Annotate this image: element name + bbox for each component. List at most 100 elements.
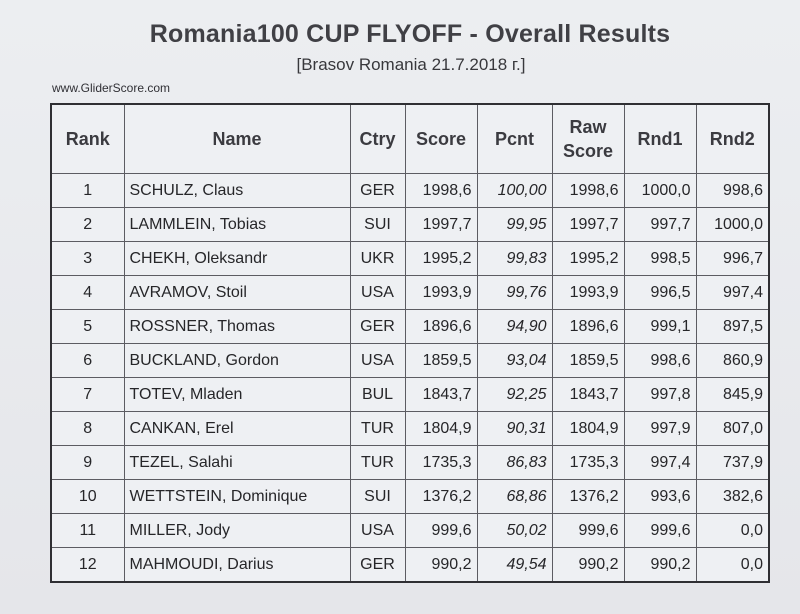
round1-cell: 999,6 bbox=[623, 513, 697, 548]
table-row: 11 MILLER, Jody USA 999,6 50,02 999,6 999,6 0,0 bbox=[50, 513, 770, 548]
name-cell: CHEKH, Oleksandr bbox=[123, 241, 351, 276]
round1-cell: 998,5 bbox=[623, 241, 697, 276]
column-header-pcnt: Pcnt bbox=[476, 103, 553, 174]
round2-cell: 860,9 bbox=[695, 343, 770, 378]
rank-cell: 5 bbox=[50, 309, 125, 344]
rank-cell: 2 bbox=[50, 207, 125, 242]
round2-cell: 998,6 bbox=[695, 173, 770, 208]
rank-cell: 10 bbox=[50, 479, 125, 514]
country-cell: TUR bbox=[349, 445, 406, 480]
percent-cell: 93,04 bbox=[476, 343, 553, 378]
name-cell: ROSSNER, Thomas bbox=[123, 309, 351, 344]
name-cell: BUCKLAND, Gordon bbox=[123, 343, 351, 378]
raw-score-cell: 999,6 bbox=[551, 513, 625, 548]
name-cell: MILLER, Jody bbox=[123, 513, 351, 548]
table-row: 12 MAHMOUDI, Darius GER 990,2 49,54 990,2 990,… bbox=[50, 547, 770, 583]
event-subtitle: [Brasov Romania 21.7.2018 г.] bbox=[296, 55, 526, 74]
score-cell: 1376,2 bbox=[404, 479, 478, 514]
country-cell: UKR bbox=[349, 241, 406, 276]
table-header-row: Rank Name Ctry Score Pcnt Raw Score Rnd1 … bbox=[50, 103, 770, 174]
rank-cell: 3 bbox=[50, 241, 125, 276]
country-cell: GER bbox=[349, 173, 406, 208]
table-row: 4 AVRAMOV, Stoil USA 1993,9 99,76 1993,9 996,5… bbox=[50, 275, 770, 310]
column-header-ctry: Ctry bbox=[349, 103, 406, 174]
raw-score-cell: 1995,2 bbox=[551, 241, 625, 276]
round2-cell: 997,4 bbox=[695, 275, 770, 310]
score-cell: 1993,9 bbox=[404, 275, 478, 310]
score-cell: 1995,2 bbox=[404, 241, 478, 276]
round2-cell: 1000,0 bbox=[695, 207, 770, 242]
percent-cell: 50,02 bbox=[476, 513, 553, 548]
percent-cell: 99,95 bbox=[476, 207, 553, 242]
raw-score-cell: 1859,5 bbox=[551, 343, 625, 378]
table-row: 2 LAMMLEIN, Tobias SUI 1997,7 99,95 1997,7 997… bbox=[50, 207, 770, 242]
table-row: 3 CHEKH, Oleksandr UKR 1995,2 99,83 1995,2 998… bbox=[50, 241, 770, 276]
column-header-raw-score: Raw Score bbox=[551, 103, 625, 174]
page-title: Romania100 CUP FLYOFF - Overall Results bbox=[149, 20, 671, 48]
column-header-name: Name bbox=[123, 103, 351, 174]
round1-cell: 993,6 bbox=[623, 479, 697, 514]
percent-cell: 68,86 bbox=[476, 479, 553, 514]
country-cell: TUR bbox=[349, 411, 406, 446]
round2-cell: 897,5 bbox=[695, 309, 770, 344]
score-cell: 1735,3 bbox=[404, 445, 478, 480]
raw-score-cell: 1993,9 bbox=[551, 275, 625, 310]
name-cell: TEZEL, Salahi bbox=[123, 445, 351, 480]
name-cell: MAHMOUDI, Darius bbox=[123, 547, 351, 583]
country-cell: SUI bbox=[349, 207, 406, 242]
raw-score-cell: 1896,6 bbox=[551, 309, 625, 344]
score-cell: 1859,5 bbox=[404, 343, 478, 378]
country-cell: USA bbox=[349, 275, 406, 310]
column-header-rnd1: Rnd1 bbox=[623, 103, 697, 174]
percent-cell: 90,31 bbox=[476, 411, 553, 446]
round2-cell: 807,0 bbox=[695, 411, 770, 446]
round1-cell: 996,5 bbox=[623, 275, 697, 310]
name-cell: CANKAN, Erel bbox=[123, 411, 351, 446]
country-cell: USA bbox=[349, 513, 406, 548]
percent-cell: 94,90 bbox=[476, 309, 553, 344]
round1-cell: 990,2 bbox=[623, 547, 697, 583]
percent-cell: 49,54 bbox=[476, 547, 553, 583]
rank-cell: 12 bbox=[50, 547, 125, 583]
score-cell: 1997,7 bbox=[404, 207, 478, 242]
country-cell: GER bbox=[349, 547, 406, 583]
percent-cell: 92,25 bbox=[476, 377, 553, 412]
name-cell: TOTEV, Mladen bbox=[123, 377, 351, 412]
country-cell: BUL bbox=[349, 377, 406, 412]
country-cell: GER bbox=[349, 309, 406, 344]
round1-cell: 997,7 bbox=[623, 207, 697, 242]
rank-cell: 8 bbox=[50, 411, 125, 446]
table-row: 10 WETTSTEIN, Dominique SUI 1376,2 68,86 1376… bbox=[50, 479, 770, 514]
score-cell: 1843,7 bbox=[404, 377, 478, 412]
raw-score-cell: 990,2 bbox=[551, 547, 625, 583]
rank-cell: 6 bbox=[50, 343, 125, 378]
raw-score-cell: 1997,7 bbox=[551, 207, 625, 242]
rank-cell: 1 bbox=[50, 173, 125, 208]
round2-cell: 382,6 bbox=[695, 479, 770, 514]
round1-cell: 998,6 bbox=[623, 343, 697, 378]
rank-cell: 7 bbox=[50, 377, 125, 412]
table-row: 1 SCHULZ, Claus GER 1998,6 100,00 1998,6 1000,… bbox=[50, 173, 770, 208]
table-row: 5 ROSSNER, Thomas GER 1896,6 94,90 1896,6 999,… bbox=[50, 309, 770, 344]
score-cell: 1998,6 bbox=[404, 173, 478, 208]
table-row: 9 TEZEL, Salahi TUR 1735,3 86,83 1735,3 997,4 7… bbox=[50, 445, 770, 480]
round1-cell: 997,4 bbox=[623, 445, 697, 480]
results-body: 1 SCHULZ, Claus GER 1998,6 100,00 1998,6 1000,… bbox=[50, 173, 770, 583]
score-cell: 990,2 bbox=[404, 547, 478, 583]
percent-cell: 86,83 bbox=[476, 445, 553, 480]
round2-cell: 0,0 bbox=[695, 513, 770, 548]
raw-score-cell: 1376,2 bbox=[551, 479, 625, 514]
round2-cell: 845,9 bbox=[695, 377, 770, 412]
column-header-score: Score bbox=[404, 103, 478, 174]
round2-cell: 0,0 bbox=[695, 547, 770, 583]
rank-cell: 4 bbox=[50, 275, 125, 310]
table-row: 7 TOTEV, Mladen BUL 1843,7 92,25 1843,7 997,8 8… bbox=[50, 377, 770, 412]
score-cell: 1896,6 bbox=[404, 309, 478, 344]
score-cell: 999,6 bbox=[404, 513, 478, 548]
source-url: www.GliderScore.com bbox=[52, 81, 171, 95]
score-cell: 1804,9 bbox=[404, 411, 478, 446]
round1-cell: 997,8 bbox=[623, 377, 697, 412]
round1-cell: 1000,0 bbox=[623, 173, 697, 208]
name-cell: WETTSTEIN, Dominique bbox=[123, 479, 351, 514]
